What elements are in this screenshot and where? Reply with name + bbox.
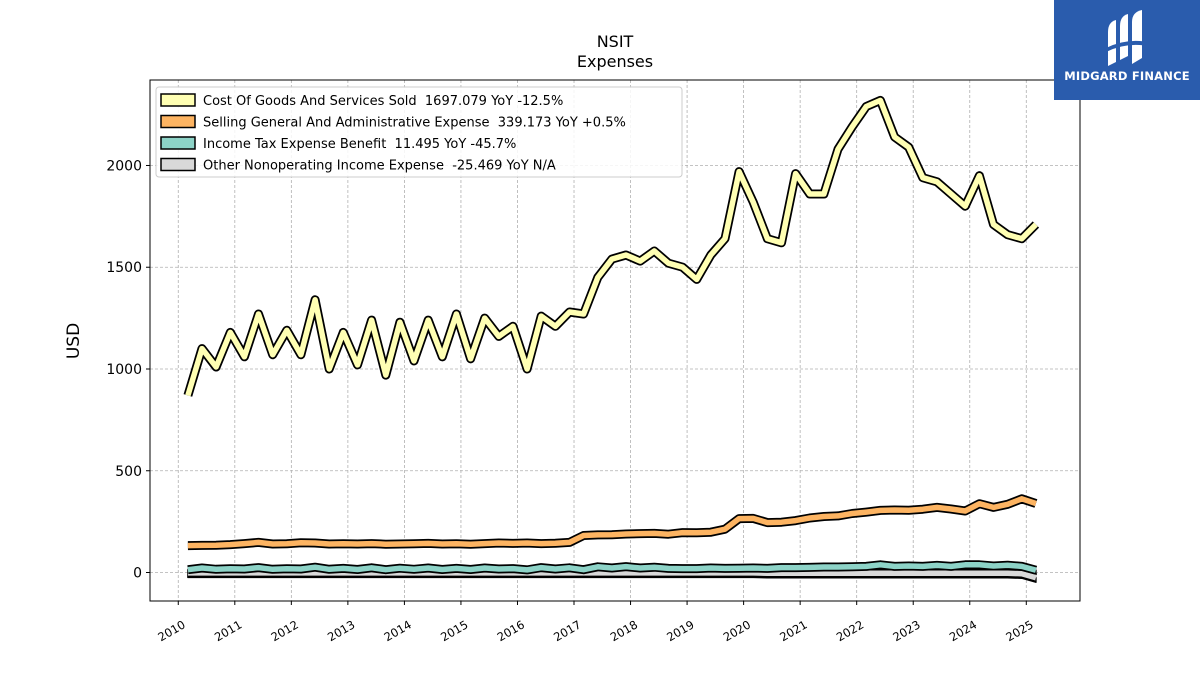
y-tick-label: 2000: [106, 158, 142, 174]
midgard-logo-icon: [1106, 10, 1148, 66]
legend-swatch-2: [160, 136, 196, 150]
y-axis-ticks: 0 500 1000 1500 2000: [106, 158, 150, 582]
legend-swatch-3: [160, 157, 196, 172]
chart-title: NSIT: [597, 32, 634, 51]
series-line-0: [185, 97, 1038, 397]
y-tick-label: 0: [133, 566, 142, 582]
series-line-1: [187, 496, 1037, 549]
y-axis-label: USD: [64, 323, 84, 359]
legend-label-0: Cost Of Goods And Services Sold 1697.079…: [203, 94, 563, 109]
legend-label-3: Other Nonoperating Income Expense -25.46…: [203, 159, 556, 174]
legend-swatch-0: [160, 93, 196, 107]
legend-label-2: Income Tax Expense Benefit 11.495 YoY -4…: [203, 137, 516, 152]
y-tick-label: 1500: [106, 260, 142, 276]
series-line-2: [187, 562, 1037, 573]
y-tick-label: 500: [115, 464, 142, 480]
plot-frame: [149, 79, 1081, 602]
legend-swatch-1: [160, 114, 196, 129]
y-tick-label: 1000: [106, 362, 142, 378]
legend: Cost Of Goods And Services Sold 1697.079…: [155, 86, 683, 178]
chart-subtitle: Expenses: [577, 52, 653, 71]
legend-box: [155, 86, 683, 178]
series-lines: [183, 95, 1040, 583]
legend-label-1: Selling General And Administrative Expen…: [203, 116, 626, 131]
brand-logo: MIDGARD FINANCE: [1054, 0, 1200, 100]
brand-name: MIDGARD FINANCE: [1064, 69, 1190, 83]
